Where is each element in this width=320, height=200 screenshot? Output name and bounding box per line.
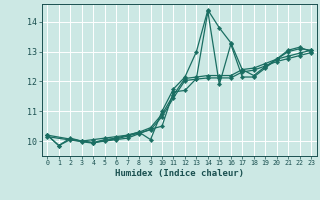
X-axis label: Humidex (Indice chaleur): Humidex (Indice chaleur): [115, 169, 244, 178]
